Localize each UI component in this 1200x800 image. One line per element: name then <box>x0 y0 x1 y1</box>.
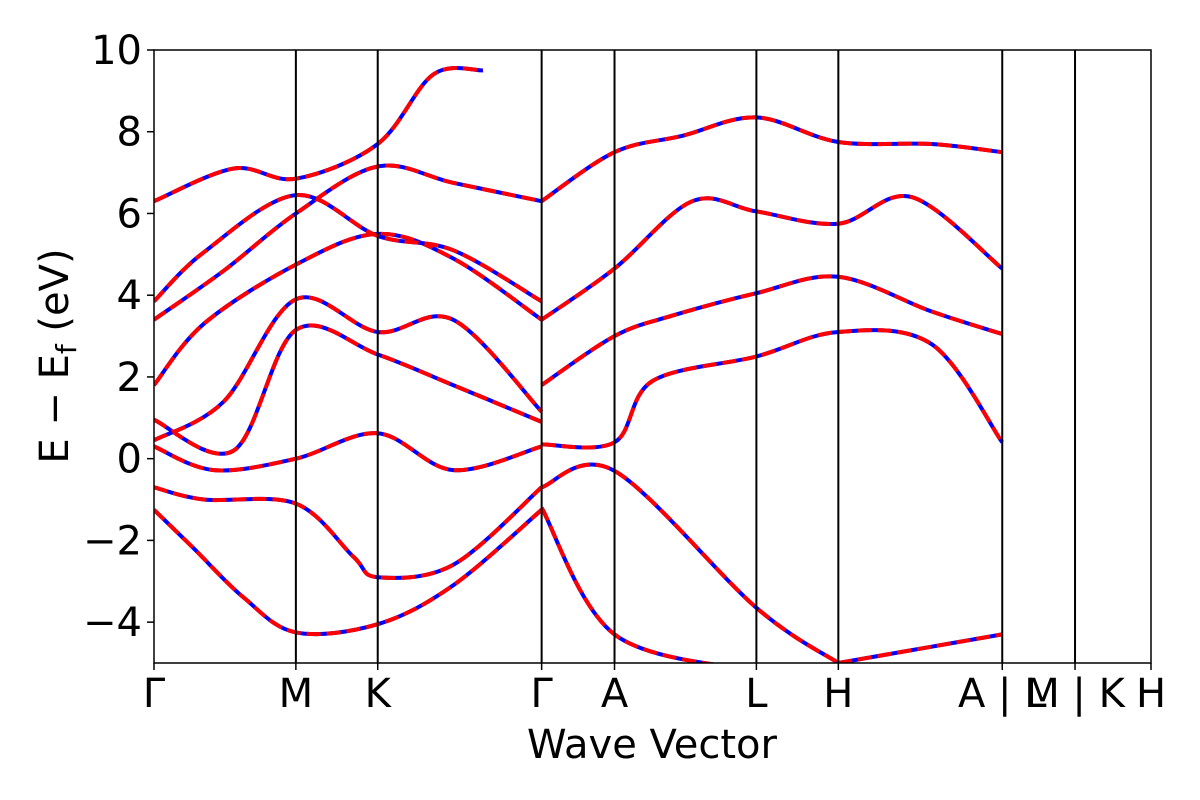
band-line-2-red <box>154 431 543 473</box>
band-line-10-red <box>541 328 1004 450</box>
band-line-9-blue <box>540 462 840 663</box>
band-line-8-blue <box>154 66 484 204</box>
band-line-14-red <box>539 506 718 663</box>
band-line-6-red <box>154 163 543 322</box>
band-line-5-blue <box>154 231 543 387</box>
band-line-4-red <box>154 295 544 443</box>
band-line-13-red <box>540 115 1003 203</box>
plot-frame <box>153 49 1152 664</box>
band-line-9-red <box>540 462 840 663</box>
high-symmetry-lines <box>294 50 1077 663</box>
band-line-15-red <box>837 632 1003 663</box>
band-line-10-blue <box>541 328 1004 450</box>
band-line-5-red <box>154 231 543 387</box>
band-line-11-blue <box>540 274 1003 387</box>
band-line-0-blue <box>154 508 543 637</box>
x-axis-label: Wave Vector <box>527 722 778 768</box>
y-axis-ticks: −4 −2 0 2 4 6 8 10 <box>83 28 154 646</box>
band-line-13-blue <box>540 115 1003 203</box>
y-axis-label: E − Ef (eV) <box>32 248 83 463</box>
y-tick-label-6: 8 <box>117 110 142 156</box>
band-line-7-blue <box>154 193 543 304</box>
x-tick-label-5: L <box>745 671 768 717</box>
y-axis-label-main: E − E <box>32 354 78 464</box>
band-line-12-blue <box>540 193 1004 322</box>
x-tick-label-4: A <box>601 671 629 717</box>
band-lines <box>154 66 1004 663</box>
x-tick-label-8: M | K <box>1025 671 1126 717</box>
y-tick-label-2: 0 <box>117 437 142 483</box>
x-tick-label-3: Γ <box>530 671 553 717</box>
y-tick-label-5: 6 <box>117 191 142 237</box>
x-tick-label-9: H <box>1136 671 1166 717</box>
band-line-3-red <box>154 323 543 456</box>
band-line-0-red <box>154 508 543 637</box>
band-line-14-blue <box>539 506 718 663</box>
x-tick-label-1: M <box>279 671 314 717</box>
band-line-1-blue <box>154 485 543 580</box>
x-tick-label-6: H <box>823 671 853 717</box>
y-tick-label-3: 2 <box>117 355 142 401</box>
band-line-1-red <box>154 485 543 580</box>
y-tick-label-4: 4 <box>117 273 142 319</box>
band-line-11-red <box>540 274 1003 387</box>
x-tick-label-7: A | L <box>958 671 1047 717</box>
band-line-7-red <box>154 193 543 304</box>
band-line-8-red <box>154 66 484 204</box>
y-axis-label-sub: f <box>50 343 83 354</box>
x-tick-label-0: Γ <box>143 671 166 717</box>
y-axis-label-unit: (eV) <box>32 248 78 344</box>
y-tick-label-7: 10 <box>91 28 142 74</box>
x-tick-label-2: K <box>365 671 393 717</box>
y-tick-label-1: −2 <box>83 518 142 564</box>
y-tick-label-0: −4 <box>83 600 142 646</box>
